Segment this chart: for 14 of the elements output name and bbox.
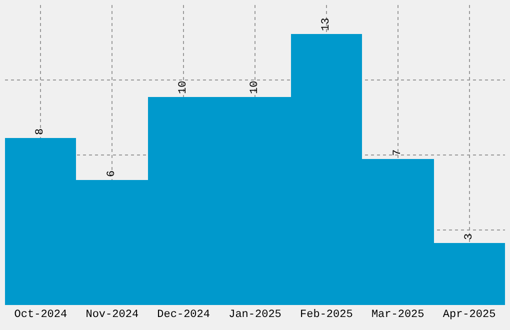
x-tick-label: Apr-2025 — [442, 309, 496, 321]
data-label: 10 — [178, 80, 190, 94]
data-label: 8 — [34, 128, 46, 135]
x-tick-label: Mar-2025 — [371, 309, 424, 321]
x-tick-label: Jan-2025 — [228, 309, 282, 321]
data-label: 6 — [106, 170, 118, 177]
x-tick-label: Dec-2024 — [157, 309, 210, 321]
x-tick-label: Oct-2024 — [14, 309, 68, 321]
data-label: 13 — [320, 18, 332, 31]
x-tick-label: Feb-2025 — [300, 309, 353, 321]
data-label: 7 — [392, 149, 404, 156]
data-label: 3 — [464, 233, 476, 240]
data-label: 10 — [249, 80, 261, 94]
x-tick-label: Nov-2024 — [86, 309, 139, 321]
